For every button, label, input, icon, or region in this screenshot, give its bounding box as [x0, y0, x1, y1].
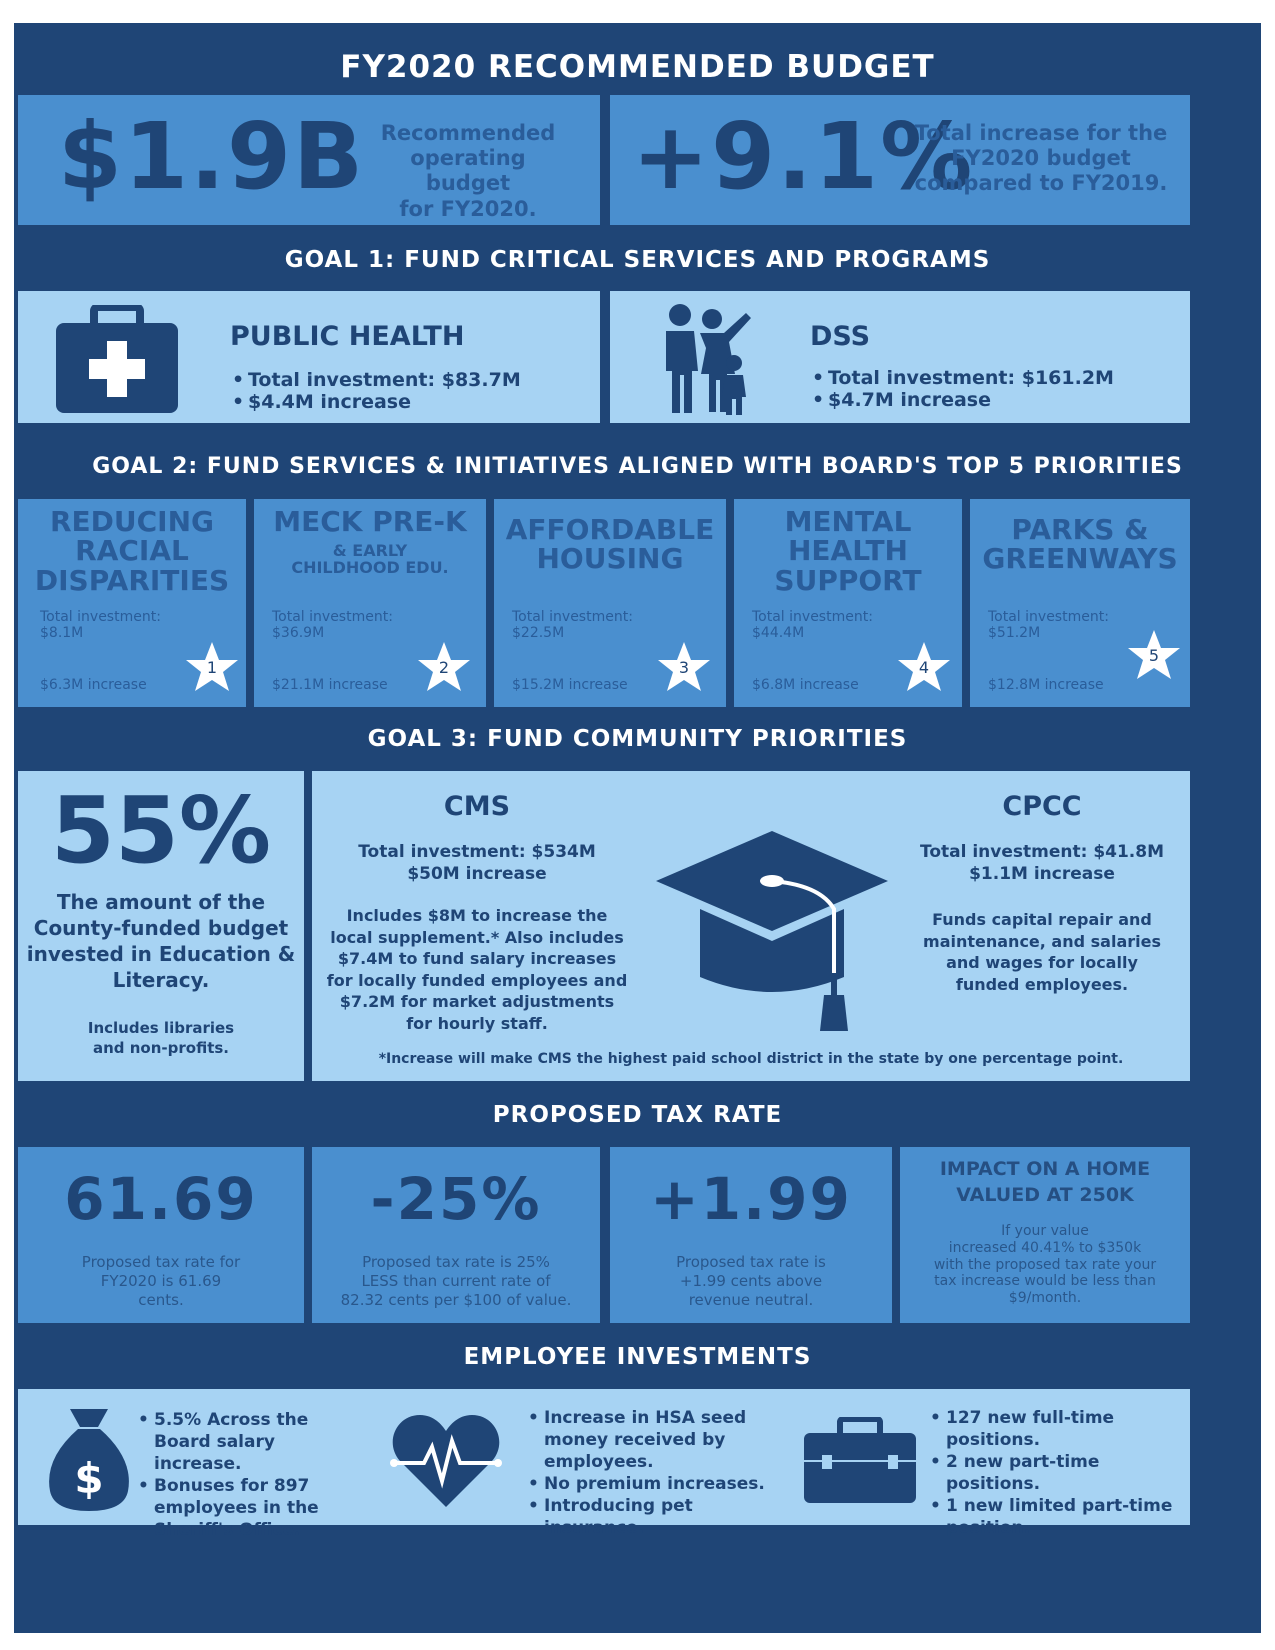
employee-bullets-health: Increase in HSA seed money received by e… — [526, 1407, 794, 1540]
tax-card-rate: 61.69 Proposed tax rate for FY2020 is 61.… — [18, 1147, 304, 1323]
cpcc-title: CPCC — [1002, 791, 1082, 822]
cpcc-investment: Total investment: $41.8M $1.1M increase — [919, 842, 1165, 885]
public-health-panel: PUBLIC HEALTH Total investment: $83.7M $… — [18, 291, 600, 423]
dss-panel: DSS Total investment: $161.2M $4.7M incr… — [610, 291, 1190, 423]
priority-card-1: REDUCING RACIAL DISPARITIES Total investme… — [18, 499, 246, 707]
page-title: FY2020 RECOMMENDED BUDGET — [340, 49, 935, 85]
education-percent-description: The amount of the County-funded budget inv… — [26, 890, 296, 992]
tax-card-home-impact: IMPACT ON A HOME VALUED AT 250K If your v… — [900, 1147, 1190, 1323]
priority-5-increase: $12.8M increase — [988, 677, 1104, 693]
dss-investment: Total investment: $161.2M — [810, 367, 1114, 389]
priority-1-increase: $6.3M increase — [40, 677, 147, 693]
medical-kit-icon — [56, 305, 178, 413]
public-health-investment: Total investment: $83.7M — [230, 369, 521, 391]
priority-2-rank: 2 — [438, 658, 450, 677]
graduation-cap-icon — [656, 831, 888, 1031]
priority-card-4: MENTAL HEALTH SUPPORT Total investment: $44… — [734, 499, 962, 707]
increase-summary-panel: +9.1% Total increase for the FY2020 budge… — [610, 95, 1190, 225]
public-health-bullets: Total investment: $83.7M $4.4M increase — [230, 369, 521, 413]
cpcc-detail: Funds capital repair and maintenance, and… — [923, 910, 1161, 994]
star-icon: 5 — [1126, 627, 1182, 683]
employee-bullets-salary: 5.5% Across the Board salary increase. B… — [136, 1409, 366, 1542]
employee-investments-heading: EMPLOYEE INVESTMENTS — [463, 1344, 812, 1370]
priority-card-5: PARKS & GREENWAYS Total investment: $51.2M… — [970, 499, 1190, 707]
priority-4-increase: $6.8M increase — [752, 677, 859, 693]
priority-3-rank: 3 — [678, 658, 690, 677]
goal3-heading: GOAL 3: FUND COMMUNITY PRIORITIES — [367, 726, 908, 752]
money-bag-icon: $ — [49, 1409, 129, 1511]
budget-description: Recommended operating budget for FY2020. — [380, 121, 556, 221]
star-icon: 1 — [184, 639, 240, 695]
goal1-heading: GOAL 1: FUND CRITICAL SERVICES AND PROGR… — [284, 247, 991, 273]
star-icon: 4 — [896, 639, 952, 695]
star-icon: 3 — [656, 639, 712, 695]
heart-pulse-icon — [390, 1415, 502, 1507]
priority-3-increase: $15.2M increase — [512, 677, 628, 693]
cms-investment: Total investment: $534M $50M increase — [358, 842, 596, 885]
increase-description: Total increase for the FY2020 budget compa… — [914, 121, 1168, 196]
priority-card-2: MECK PRE-K & EARLY CHILDHOOD EDU. Total i… — [254, 499, 486, 707]
priority-2-increase: $21.1M increase — [272, 677, 388, 693]
dss-title: DSS — [810, 321, 871, 352]
cms-cpcc-panel: CMS Total investment: $534M $50M increase… — [312, 771, 1190, 1081]
priority-4-rank: 4 — [918, 658, 930, 677]
cms-detail: Includes $8M to increase the local supple… — [326, 906, 628, 1033]
education-percent-panel: 55% The amount of the County-funded budge… — [18, 771, 304, 1081]
briefcase-icon — [804, 1417, 916, 1503]
budget-infographic: FY2020 RECOMMENDED BUDGET $1.9B Recommen… — [14, 23, 1261, 1633]
budget-value: $1.9B — [58, 103, 366, 210]
cms-title: CMS — [443, 791, 511, 822]
cms-footnote: *Increase will make CMS the highest paid… — [378, 1051, 1124, 1067]
education-percent: 55% — [50, 777, 272, 884]
public-health-title: PUBLIC HEALTH — [230, 321, 465, 352]
family-icon — [666, 304, 751, 415]
tax-rate-heading: PROPOSED TAX RATE — [492, 1102, 783, 1128]
public-health-increase: $4.4M increase — [230, 391, 521, 413]
tax-card-neutral: +1.99 Proposed tax rate is +1.99 cents ab… — [610, 1147, 892, 1323]
employee-investments-panel: $ 5.5% Across the Board salary increase.… — [18, 1389, 1190, 1540]
dss-increase: $4.7M increase — [810, 389, 1114, 411]
priority-card-3: AFFORDABLE HOUSING Total investment: $22.5… — [494, 499, 726, 707]
budget-summary-panel: $1.9B Recommended operating budget for FY2… — [18, 95, 600, 225]
priority-1-rank: 1 — [206, 658, 218, 677]
increase-value: +9.1% — [632, 103, 975, 210]
education-percent-note: Includes libraries and non-profits. — [87, 1019, 235, 1057]
employee-bullets-positions: 127 new full-time positions. 2 new part-… — [928, 1407, 1190, 1540]
priority-5-rank: 5 — [1148, 646, 1160, 665]
goal2-heading: GOAL 2: FUND SERVICES & INITIATIVES ALIG… — [92, 454, 1183, 479]
dss-bullets: Total investment: $161.2M $4.7M increase — [810, 367, 1114, 411]
tax-card-decrease: -25% Proposed tax rate is 25% LESS than c… — [312, 1147, 600, 1323]
star-icon: 2 — [416, 639, 472, 695]
svg-text:$: $ — [74, 1454, 103, 1503]
